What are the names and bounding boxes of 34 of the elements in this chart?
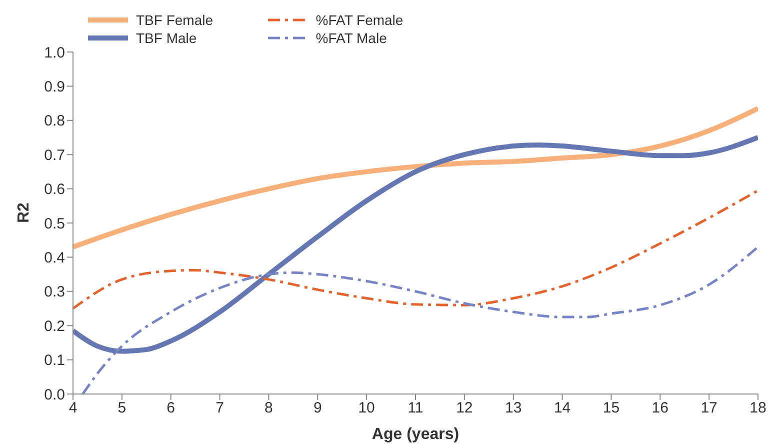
x-tick-label: 14 [554,400,571,417]
y-tick-label: 0.8 [44,112,65,130]
y-tick-label: 0.2 [44,318,65,335]
x-tick-label: 12 [456,400,473,417]
x-tick-label: 17 [700,400,718,417]
x-tick-label: 11 [408,400,424,417]
y-tick-label: 1.0 [44,44,65,62]
x-tick-label: 13 [505,400,522,417]
line-series [73,189,758,310]
x-tick-label: 10 [358,400,375,417]
y-tick-label: 0.6 [44,181,65,198]
x-tick-label: 15 [602,400,620,417]
x-tick-label: 8 [264,400,273,417]
legend-label: TBF Male [136,30,197,46]
legend-label: TBF Female [136,12,214,28]
x-tick-label: 7 [216,400,224,417]
y-tick-label: 0.9 [44,78,65,96]
x-tick-label: 18 [750,400,766,417]
x-tick-label: 6 [166,400,176,417]
x-tick-label: 16 [652,400,668,417]
line-series [82,246,758,394]
y-tick-label: 0.7 [44,146,65,164]
legend-label: %FAT Female [316,12,404,28]
y-axis-title: R2 [16,202,33,223]
x-tick-label: 5 [118,400,126,417]
y-tick-label: 0.0 [44,386,65,404]
y-tick-label: 0.5 [44,215,65,232]
y-tick-label: 0.3 [44,284,65,301]
x-axis-title: Age (years) [372,426,460,443]
x-tick-label: 4 [68,400,78,417]
legend-label: %FAT Male [316,30,387,46]
x-tick-label: 9 [313,400,322,417]
y-tick-label: 0.1 [44,352,65,370]
y-tick-label: 0.4 [44,250,65,267]
